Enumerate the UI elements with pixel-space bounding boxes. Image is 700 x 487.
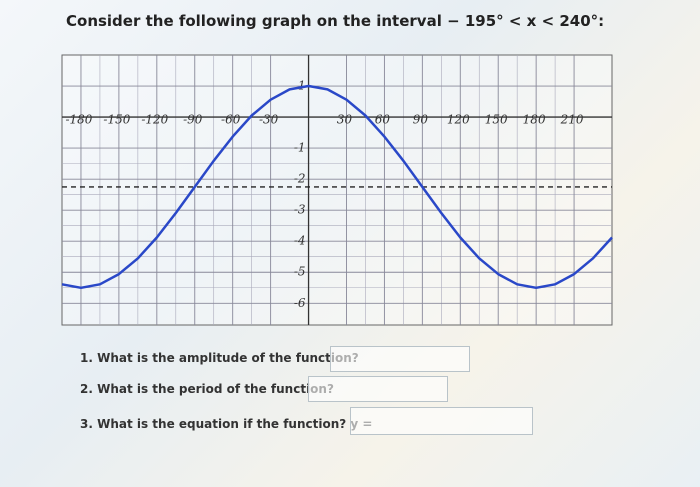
question: 1. What is the amplitude of the function… [80, 351, 359, 365]
x-tick-label: 30 [337, 113, 353, 127]
x-tick-label: 150 [485, 113, 508, 127]
title: Consider the following graph on the inte… [66, 12, 605, 30]
y-tick-label: -2 [294, 172, 306, 186]
y-tick-label: -6 [294, 296, 306, 310]
x-tick-label: -180 [65, 113, 92, 127]
x-tick-label: 180 [523, 113, 546, 127]
y-tick-label: -5 [294, 265, 306, 279]
y-tick-label: -4 [294, 234, 306, 248]
x-tick-label: 60 [375, 113, 391, 127]
x-tick-label: -120 [141, 113, 168, 127]
x-tick-label: 90 [413, 113, 429, 127]
answer-input[interactable] [308, 376, 448, 402]
y-tick-label: 1 [298, 79, 306, 93]
question: 2. What is the period of the function? [80, 382, 334, 396]
y-tick-label: -3 [294, 203, 306, 217]
plot-area [61, 54, 613, 326]
curve [61, 84, 613, 290]
answer-input[interactable] [330, 346, 470, 372]
x-tick-label: 210 [560, 113, 584, 127]
y-tick-label: -1 [294, 141, 306, 155]
x-tick-label: -90 [183, 113, 203, 127]
x-tick-label: 120 [447, 113, 470, 127]
x-tick-label: -60 [221, 113, 241, 127]
question: 3. What is the equation if the function?… [80, 417, 373, 431]
answer-input[interactable] [350, 407, 533, 435]
x-tick-label: -30 [259, 113, 279, 127]
x-tick-label: -150 [103, 113, 130, 127]
